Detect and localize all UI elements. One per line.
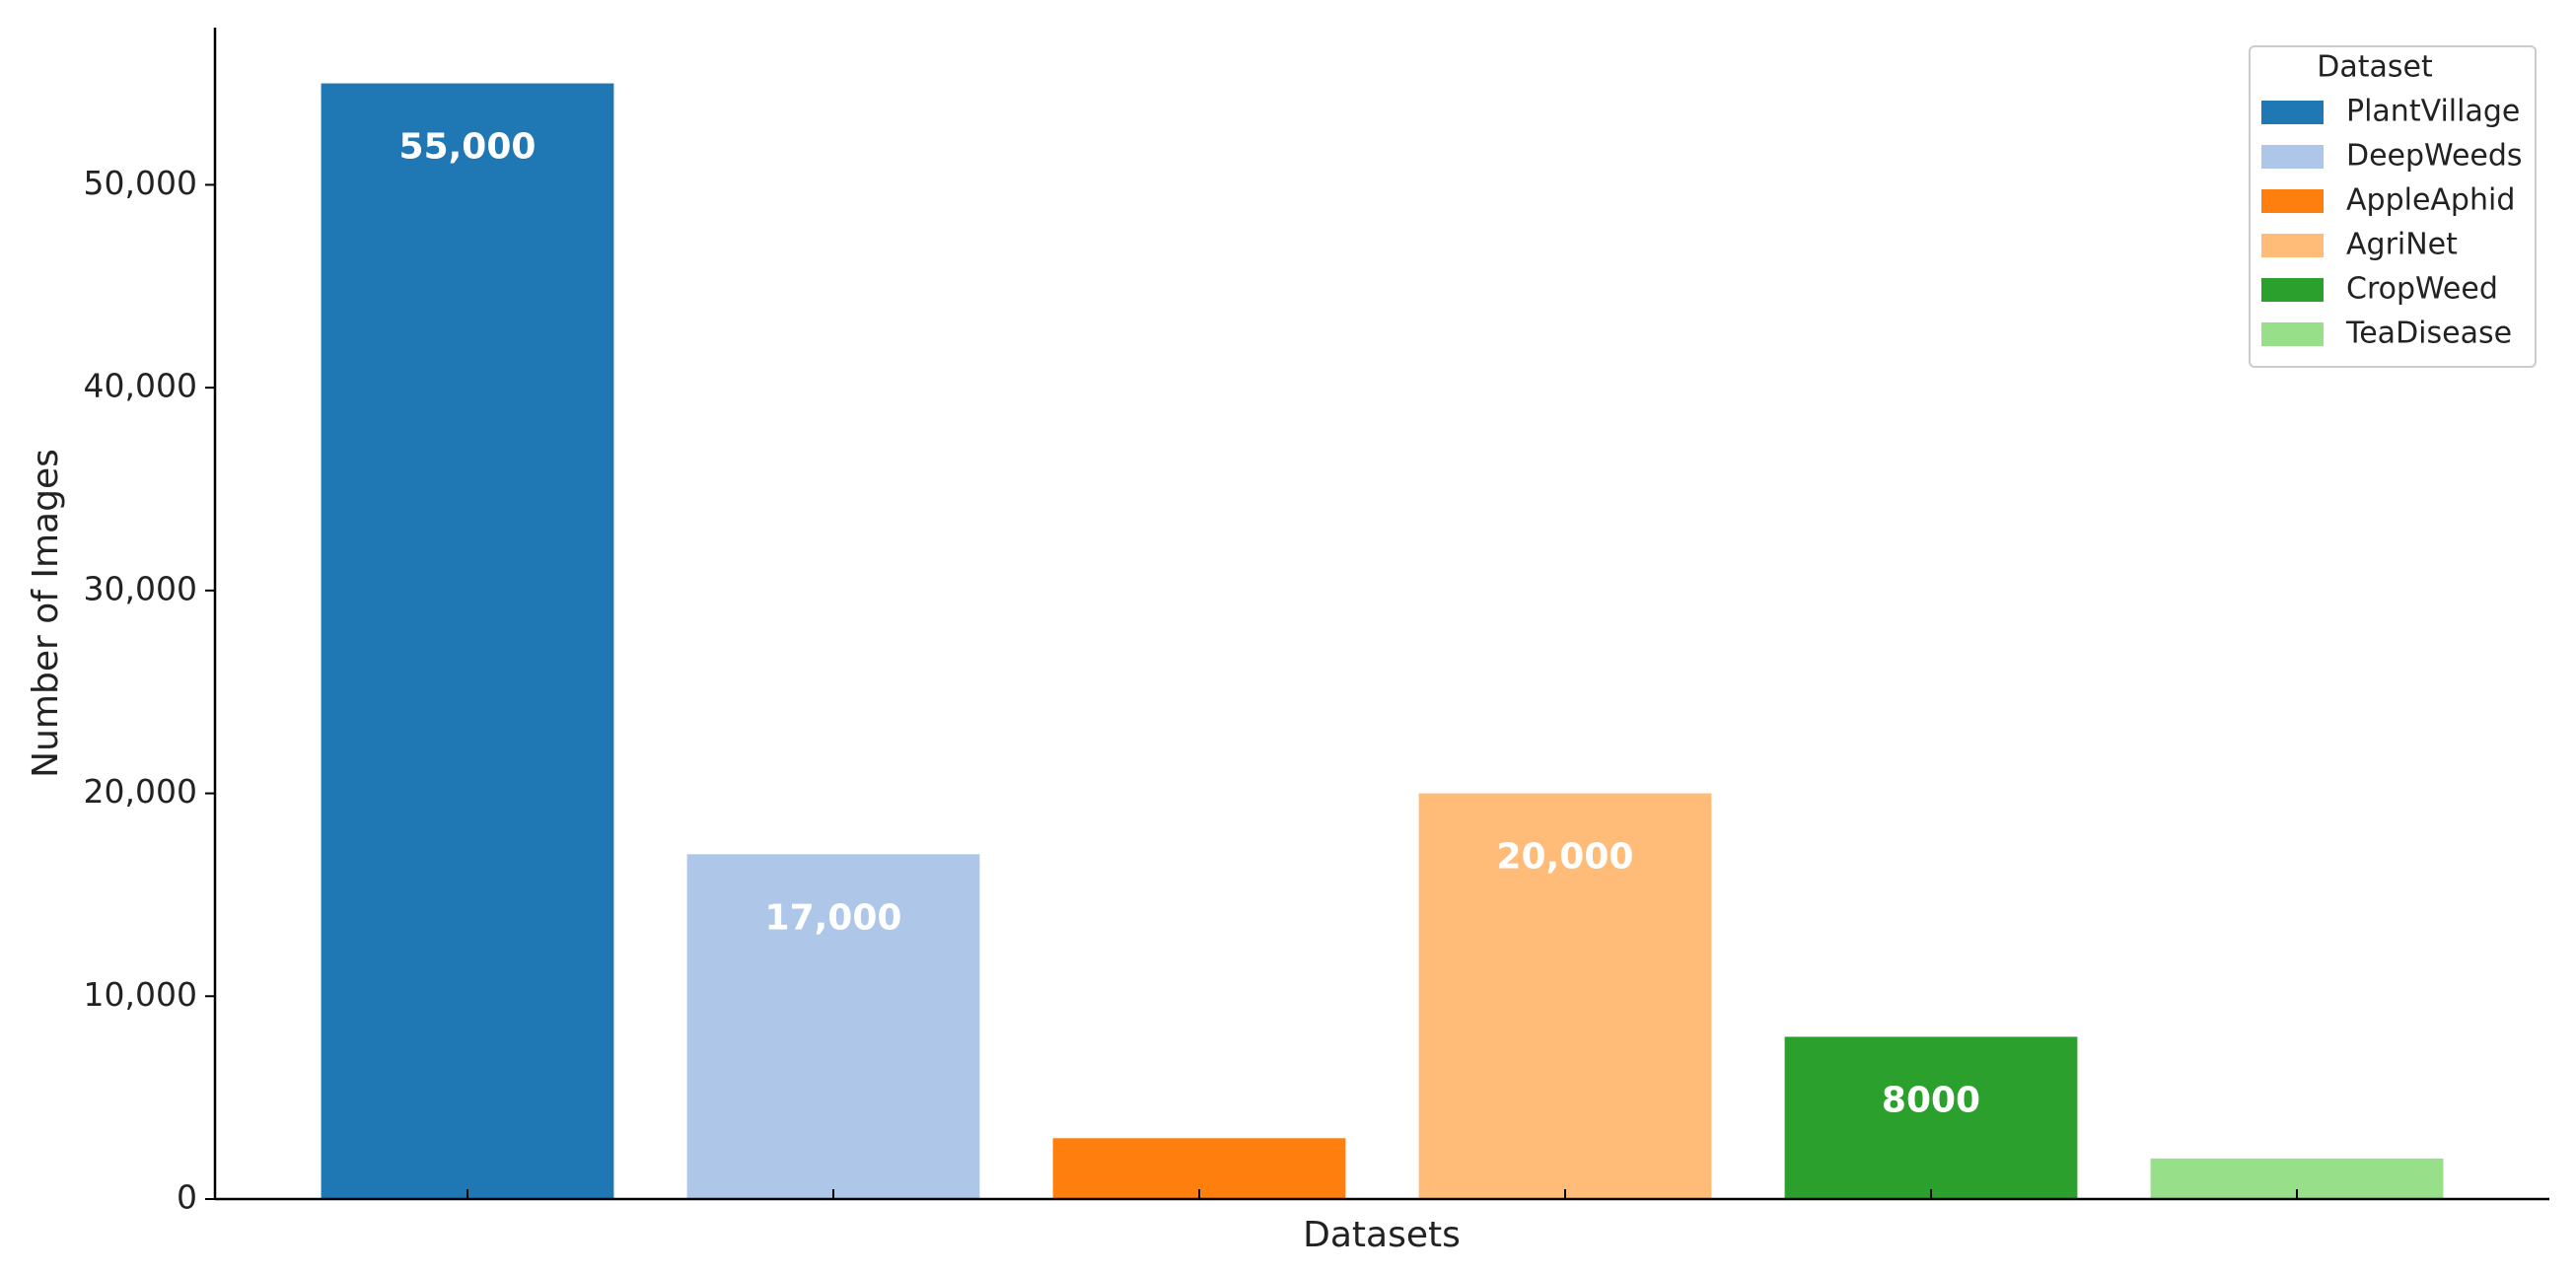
- bar: [321, 83, 614, 1200]
- value-label: 20,000: [1497, 837, 1634, 878]
- bar: [1052, 1138, 1346, 1199]
- legend-label: DeepWeeds: [2346, 139, 2523, 174]
- y-tick-label: 20,000: [84, 772, 197, 811]
- value-label: 8000: [1882, 1080, 1980, 1120]
- legend-swatch: [2261, 278, 2324, 302]
- x-axis-label: Datasets: [1303, 1215, 1461, 1255]
- y-tick-label: 40,000: [84, 367, 197, 405]
- legend-label: AgriNet: [2346, 228, 2458, 262]
- legend-swatch: [2261, 322, 2324, 346]
- legend-swatch: [2261, 189, 2324, 213]
- bar: [1784, 1036, 2078, 1199]
- legend-swatch: [2261, 145, 2324, 169]
- y-tick-label: 0: [177, 1178, 197, 1217]
- legend-swatch: [2261, 234, 2324, 257]
- legend-swatch: [2261, 101, 2324, 124]
- legend-label: CropWeed: [2346, 272, 2498, 307]
- bar: [686, 854, 980, 1199]
- y-axis-label: Number of Images: [26, 449, 66, 778]
- legend-title: Dataset: [2317, 50, 2433, 85]
- value-label: 17,000: [765, 897, 902, 938]
- y-tick-label: 30,000: [84, 569, 197, 607]
- value-label: 55,000: [399, 127, 537, 168]
- y-tick-label: 10,000: [84, 975, 197, 1014]
- legend-label: AppleAphid: [2346, 183, 2515, 218]
- y-tick-label: 50,000: [84, 164, 197, 202]
- legend-label: TeaDisease: [2345, 317, 2512, 351]
- legend-label: PlantVillage: [2346, 95, 2520, 129]
- bar: [1418, 793, 1712, 1199]
